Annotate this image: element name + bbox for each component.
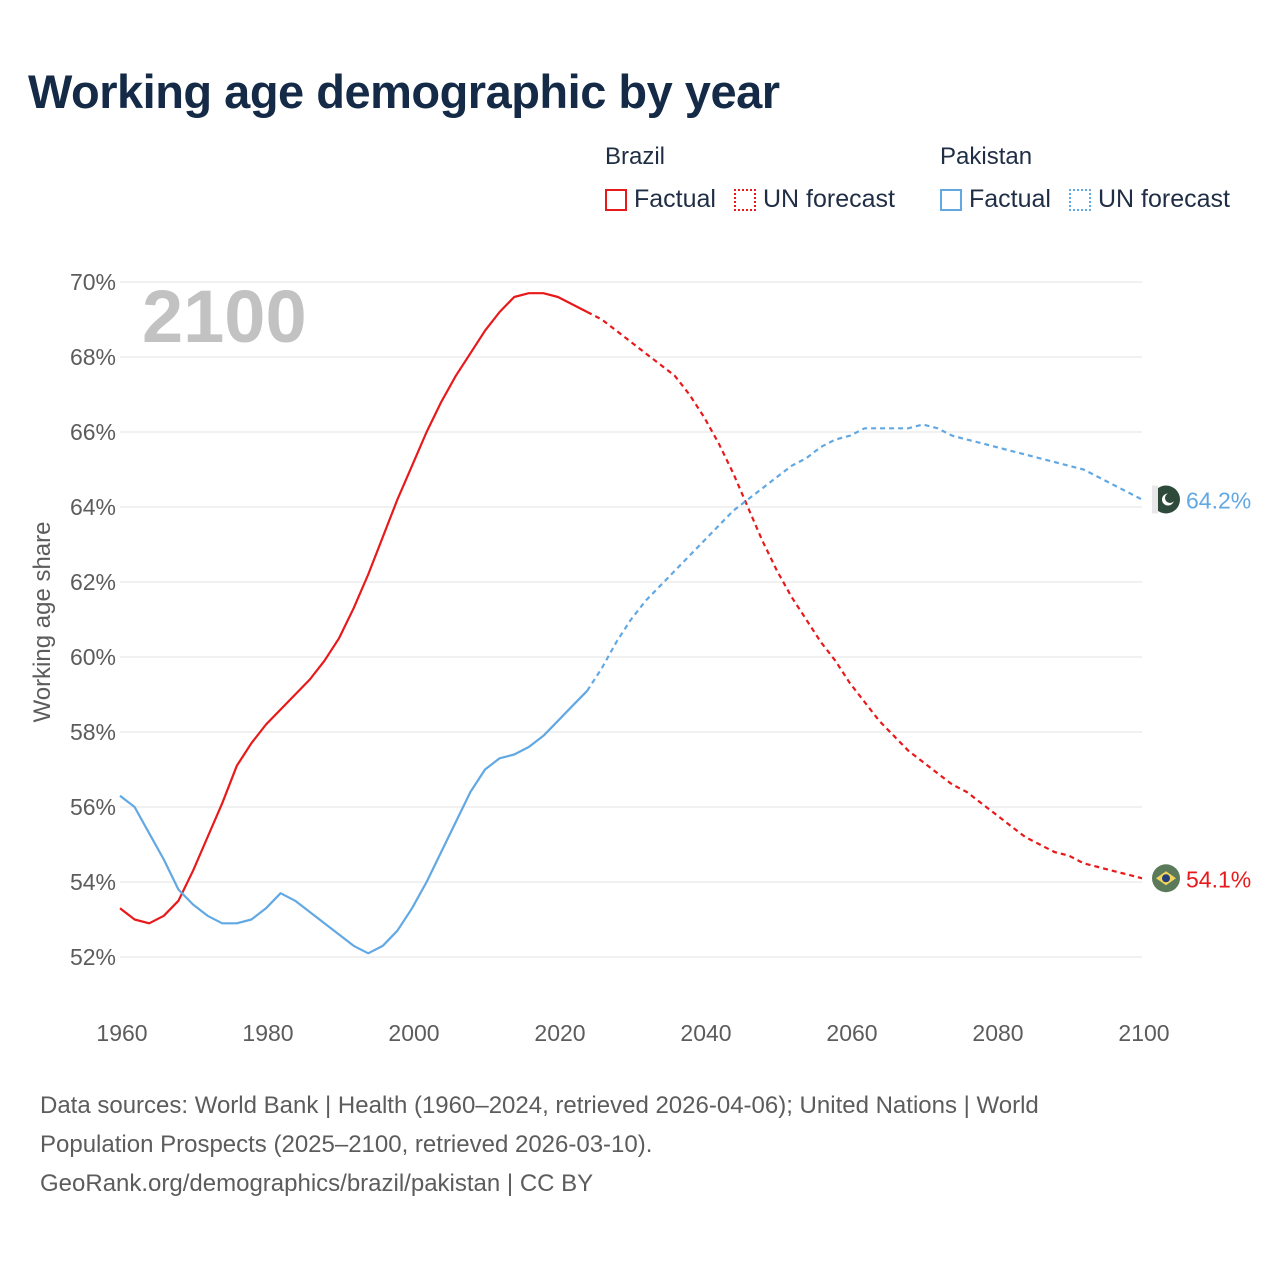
series-line-brazil-factual	[119, 292, 588, 925]
legend-label: UN forecast	[762, 185, 895, 213]
flag-globe	[1162, 874, 1170, 883]
series-line-pakistan-factual	[119, 690, 588, 955]
legend-item-pakistan-factual[interactable]: Factual	[940, 185, 1051, 214]
legend-label: Factual	[634, 185, 716, 213]
x-tick-label: 2060	[826, 1020, 877, 1046]
legend-swatch-dotted	[733, 188, 756, 211]
end-value-label-pakistan: 64.2%	[1186, 488, 1251, 514]
y-tick-label: 54%	[70, 869, 116, 895]
legend-group-brazil: Brazil Factual UN forecast	[605, 143, 913, 214]
legend-swatch-dotted	[1068, 188, 1091, 211]
y-tick-label: 64%	[70, 494, 116, 520]
pakistan-flag-icon	[1152, 485, 1180, 514]
flag-stripe	[1152, 485, 1158, 514]
series-line-brazil-forecast	[586, 311, 1143, 880]
footer: Data sources: World Bank | Health (1960–…	[40, 1086, 1190, 1203]
x-tick-label: 1980	[242, 1020, 293, 1046]
y-tick-label: 66%	[70, 419, 116, 445]
legend-group-name: Pakistan	[940, 143, 1033, 170]
x-tick-label: 2080	[972, 1020, 1023, 1046]
y-tick-label: 70%	[70, 269, 116, 295]
legend-label: UN forecast	[1097, 185, 1230, 213]
x-tick-label: 2000	[388, 1020, 439, 1046]
legend-label: Factual	[969, 185, 1051, 213]
x-tick-label: 2020	[534, 1020, 585, 1046]
y-tick-label: 60%	[70, 644, 116, 670]
y-tick-label: 56%	[70, 794, 116, 820]
x-tick-label: 2040	[680, 1020, 731, 1046]
legend-group-pakistan: Pakistan Factual UN forecast	[940, 143, 1248, 214]
x-tick-label: 1960	[96, 1020, 147, 1046]
legend-item-pakistan-forecast[interactable]: UN forecast	[1068, 185, 1230, 214]
x-tick-label: 2100	[1118, 1020, 1169, 1046]
footer-attribution: GeoRank.org/demographics/brazil/pakistan…	[40, 1170, 594, 1197]
chart-title: Working age demographic by year	[28, 65, 780, 118]
y-tick-label: 52%	[70, 944, 116, 970]
legend-item-brazil-forecast[interactable]: UN forecast	[733, 185, 895, 214]
year-watermark: 2100	[142, 275, 307, 358]
y-tick-label: 62%	[70, 569, 116, 595]
legend-item-brazil-factual[interactable]: Factual	[605, 185, 716, 214]
footer-sources-line: Population Prospects (2025–2100, retriev…	[40, 1131, 653, 1158]
y-axis-label: Working age share	[29, 522, 56, 723]
line-chart: 52% 54% 56% 58% 60% 62% 64% 66% 68% 70% 1960 1980 20…	[29, 269, 1251, 1046]
flag-crescent-cut	[1165, 493, 1175, 503]
legend-swatch-solid	[605, 188, 627, 211]
legend-swatch-solid	[940, 188, 962, 211]
footer-sources-line: Data sources: World Bank | Health (1960–…	[40, 1092, 1039, 1119]
y-tick-label: 58%	[70, 719, 116, 745]
brazil-flag-icon	[1152, 864, 1180, 893]
series-line-pakistan-forecast	[586, 423, 1143, 692]
legend-group-name: Brazil	[605, 143, 666, 170]
end-value-label-brazil: 54.1%	[1186, 866, 1251, 892]
y-tick-label: 68%	[70, 344, 116, 370]
